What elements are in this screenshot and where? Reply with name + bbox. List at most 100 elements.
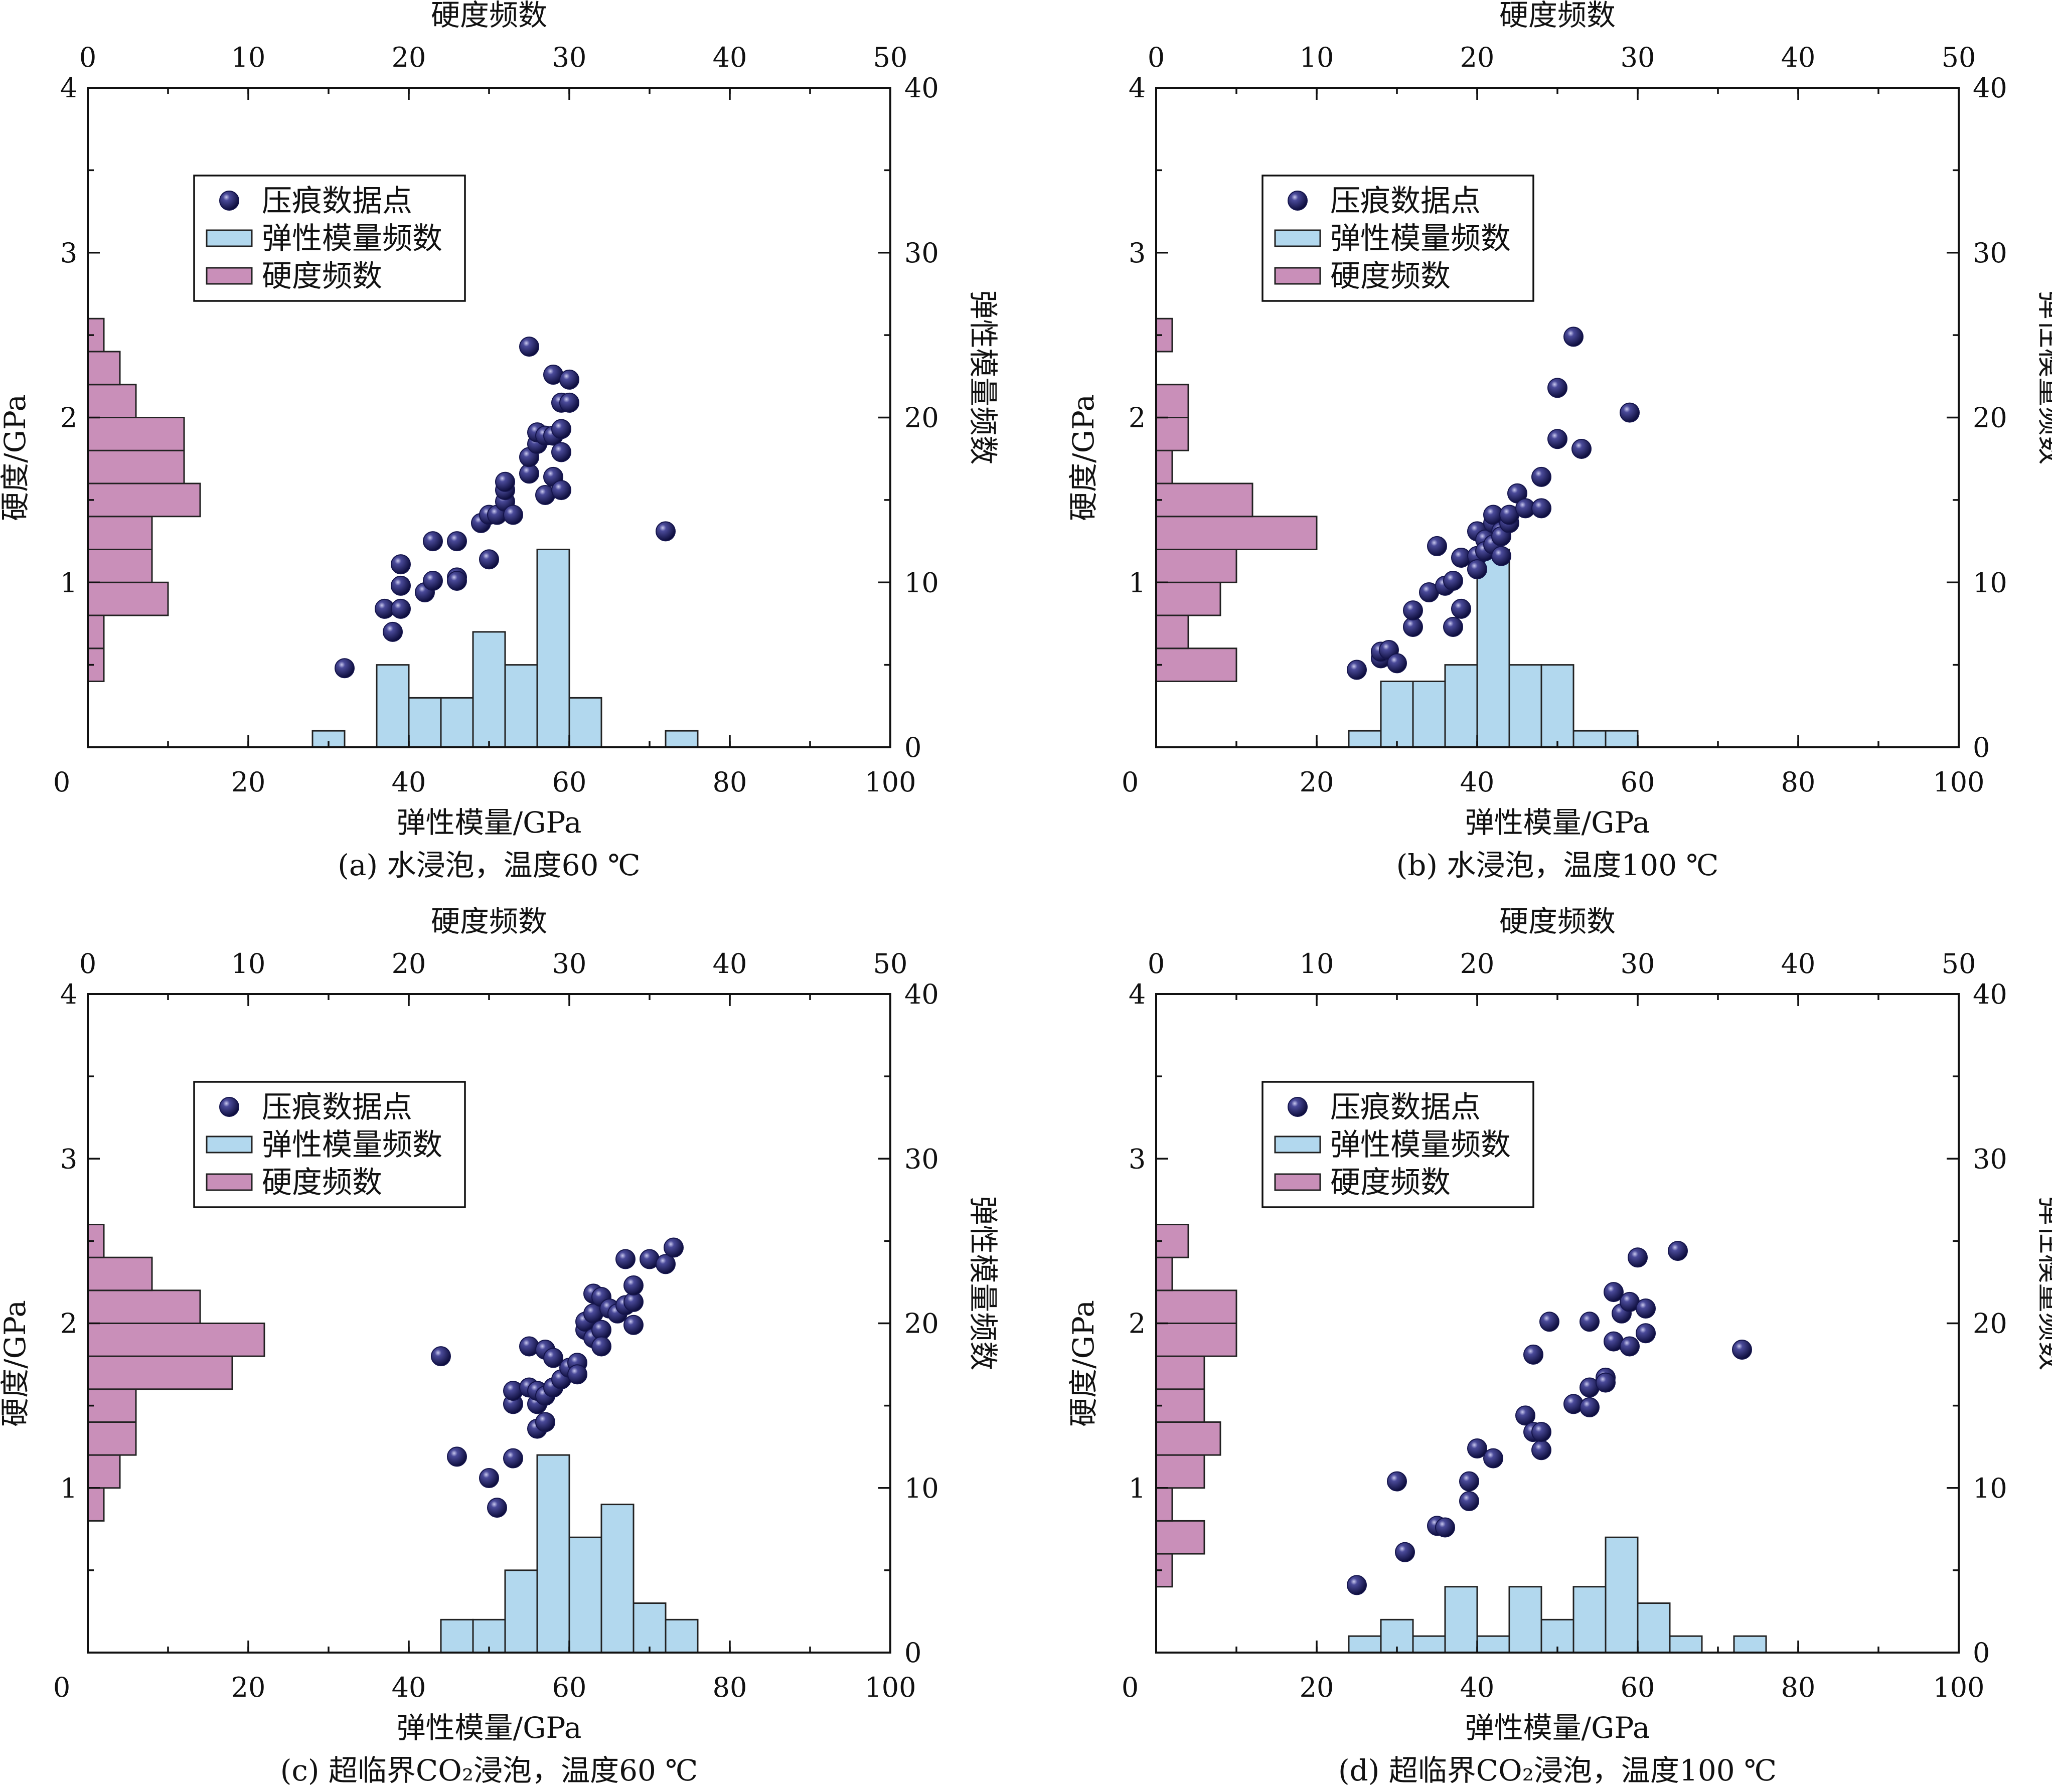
hardness-bar [1155, 1289, 1237, 1325]
x-tick-label: 40 [1460, 766, 1495, 798]
legend-point-icon [219, 1097, 239, 1117]
indent-point [1636, 1298, 1656, 1319]
x2-tick-label: 40 [1781, 948, 1816, 980]
indent-point [1467, 1438, 1487, 1458]
modulus-bar [1637, 1602, 1671, 1654]
modulus-bar [1380, 681, 1414, 748]
indent-point [503, 505, 523, 525]
hardness-bar [1155, 1256, 1173, 1291]
indent-point [503, 1448, 523, 1469]
legend-point-icon [219, 191, 239, 211]
y-axis-title: 硬度/GPa [0, 394, 32, 521]
legend-hardness-swatch [206, 1173, 253, 1191]
modulus-bar [633, 1602, 667, 1654]
indent-point [1467, 559, 1487, 579]
legend-modulus-swatch [206, 229, 253, 247]
hardness-bar [87, 1421, 137, 1456]
hardness-bar [1155, 1487, 1173, 1522]
indent-point [1459, 1491, 1479, 1512]
x-tick-label: 60 [1621, 766, 1655, 798]
legend-modulus-swatch [1274, 229, 1321, 247]
legend-label: 硬度频数 [1330, 259, 1451, 294]
indent-point [519, 337, 539, 357]
x2-tick-label: 0 [1148, 42, 1165, 73]
indent-point [1531, 1422, 1551, 1442]
indent-point [567, 1364, 587, 1385]
x2-axis-title: 硬度频数 [1499, 904, 1616, 938]
hardness-bar [87, 482, 201, 518]
modulus-bar [1348, 1635, 1382, 1654]
modulus-bar [1444, 1586, 1478, 1654]
hardness-bar [1155, 516, 1318, 550]
x2-tick-label: 30 [1621, 42, 1655, 73]
legend-label: 压痕数据点 [1330, 1090, 1481, 1125]
y-axis-title: 硬度/GPa [0, 1300, 32, 1427]
indent-point [1620, 1336, 1640, 1357]
y2-axis-title: 弹性模量频数 [966, 1196, 1000, 1370]
indent-point [559, 369, 579, 390]
indent-point [1515, 1405, 1535, 1426]
indent-point [1539, 1312, 1559, 1332]
y-tick-label: 3 [1129, 237, 1146, 269]
x-tick-label: 80 [1781, 766, 1816, 798]
modulus-bar [568, 697, 602, 748]
hardness-bar [1155, 647, 1237, 682]
hardness-bar [1155, 384, 1189, 418]
indent-point [383, 621, 403, 642]
legend-label: 弹性模量频数 [1330, 1127, 1511, 1163]
indent-point [423, 531, 443, 552]
modulus-bar [665, 1618, 699, 1654]
x2-tick-label: 10 [231, 42, 266, 73]
indent-point [1604, 1282, 1624, 1302]
modulus-bar [1476, 1635, 1510, 1654]
indent-point [423, 570, 443, 591]
modulus-bar [600, 1504, 635, 1654]
indent-point [1491, 546, 1511, 566]
legend-modulus-swatch [1274, 1135, 1321, 1154]
modulus-bar [440, 697, 474, 748]
indent-point [591, 1336, 611, 1357]
x-tick-label: 100 [1933, 766, 1984, 798]
x-tick-label: 100 [864, 1672, 916, 1703]
y2-tick-label: 30 [1973, 237, 2007, 269]
y-tick-label: 4 [60, 979, 77, 1010]
legend-label: 弹性模量频数 [262, 1127, 442, 1163]
hardness-bar [87, 516, 153, 550]
legend-label: 硬度频数 [262, 1165, 382, 1200]
x2-tick-label: 20 [392, 948, 426, 980]
y2-axis-title: 弹性模量频数 [966, 290, 1000, 464]
y2-tick-label: 10 [904, 1473, 939, 1504]
legend-label: 硬度频数 [1330, 1165, 1451, 1200]
indent-point [1580, 1397, 1600, 1417]
x2-tick-label: 0 [79, 948, 96, 980]
y2-axis-title: 弹性模量频数 [2034, 290, 2052, 464]
modulus-bar [1605, 1536, 1639, 1654]
hardness-bar [1155, 1323, 1237, 1357]
hardness-bar [1155, 1388, 1205, 1423]
panel-caption: (c) 超临界CO₂浸泡，温度60 ℃ [280, 1753, 698, 1787]
hardness-bar [1155, 1520, 1205, 1555]
hardness-bar [1155, 614, 1189, 649]
panel-caption: (d) 超临界CO₂浸泡，温度100 ℃ [1338, 1753, 1777, 1787]
y2-tick-label: 0 [1973, 732, 1990, 763]
indent-point [1443, 617, 1463, 637]
indent-point [1547, 378, 1567, 398]
x2-tick-label: 50 [1942, 42, 1976, 73]
x2-tick-label: 40 [1781, 42, 1816, 73]
indent-point [479, 1468, 499, 1489]
modulus-bar [568, 1536, 602, 1654]
x-tick-label: 40 [1460, 1672, 1495, 1703]
x-tick-label: 20 [1300, 1672, 1334, 1703]
indent-point [1427, 536, 1447, 556]
modulus-bar [504, 664, 538, 748]
legend-point-icon [1288, 1097, 1308, 1117]
y2-tick-label: 40 [904, 979, 939, 1010]
x-tick-label: 0 [1122, 1672, 1139, 1703]
hardness-bar [1155, 549, 1237, 583]
y-tick-label: 3 [60, 1143, 77, 1175]
y-tick-label: 4 [1129, 72, 1146, 104]
